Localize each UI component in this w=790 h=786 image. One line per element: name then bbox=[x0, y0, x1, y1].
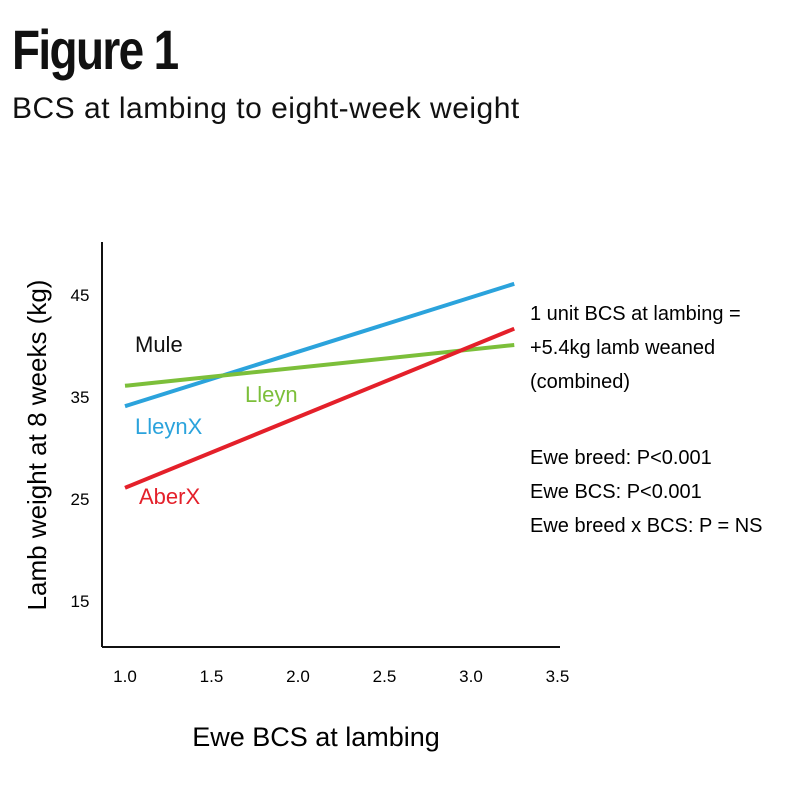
annotation-line-1: 1 unit BCS at lambing = bbox=[530, 303, 741, 325]
label-lleynx: LleynX bbox=[135, 414, 203, 439]
y-tick-label: 15 bbox=[71, 592, 90, 611]
x-tick-label: 1.5 bbox=[200, 667, 224, 686]
series-line-lleyn bbox=[124, 343, 515, 388]
label-aberx: AberX bbox=[139, 484, 200, 509]
annotation-stat-interaction: Ewe breed x BCS: P = NS bbox=[530, 515, 763, 537]
y-tick-label: 35 bbox=[71, 388, 90, 407]
label-lleyn: Lleyn bbox=[245, 382, 298, 407]
x-tick-label: 3.0 bbox=[459, 667, 483, 686]
x-tick-label: 3.5 bbox=[546, 667, 570, 686]
label-mule: Mule bbox=[135, 332, 183, 357]
figure-title: Figure 1 bbox=[12, 18, 179, 81]
x-axis-label: Ewe BCS at lambing bbox=[192, 722, 440, 752]
x-tick-label: 1.0 bbox=[113, 667, 137, 686]
series-line-aberx bbox=[124, 326, 516, 490]
annotation-stat-breed: Ewe breed: P<0.001 bbox=[530, 447, 712, 469]
y-tick-label: 45 bbox=[71, 286, 90, 305]
annotation-line-2: +5.4kg lamb weaned bbox=[530, 337, 715, 359]
annotation-line-3: (combined) bbox=[530, 371, 630, 393]
figure-subtitle: BCS at lambing to eight-week weight bbox=[12, 92, 520, 125]
series-line-lleynx bbox=[124, 281, 515, 409]
y-tick-label: 25 bbox=[71, 490, 90, 509]
x-tick-label: 2.0 bbox=[286, 667, 310, 686]
y-axis-label: Lamb weight at 8 weeks (kg) bbox=[22, 280, 52, 611]
annotation-stat-bcs: Ewe BCS: P<0.001 bbox=[530, 481, 702, 503]
x-tick-label: 2.5 bbox=[373, 667, 397, 686]
